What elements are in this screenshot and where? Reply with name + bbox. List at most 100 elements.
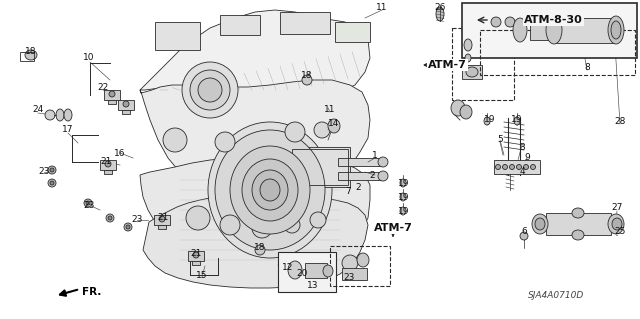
Text: 2: 2: [355, 183, 361, 192]
Bar: [555, 18, 615, 43]
Text: 4: 4: [519, 167, 525, 176]
Bar: [158, 225, 166, 229]
Ellipse shape: [378, 171, 388, 181]
Bar: [452, 28, 514, 100]
Bar: [530, 20, 555, 40]
Ellipse shape: [314, 122, 330, 138]
Text: 2: 2: [369, 170, 375, 180]
Ellipse shape: [190, 70, 230, 110]
Ellipse shape: [45, 110, 55, 120]
Ellipse shape: [357, 253, 369, 267]
Ellipse shape: [86, 201, 90, 205]
Ellipse shape: [460, 105, 472, 119]
Text: 1: 1: [372, 151, 378, 160]
Ellipse shape: [284, 217, 300, 233]
Bar: [104, 90, 120, 100]
Bar: [330, 246, 390, 286]
Ellipse shape: [505, 17, 515, 27]
Ellipse shape: [465, 54, 471, 62]
Ellipse shape: [400, 193, 406, 201]
Bar: [546, 213, 611, 235]
Text: 23: 23: [343, 273, 355, 283]
Bar: [108, 100, 116, 104]
Text: 18: 18: [254, 242, 266, 251]
Text: 23: 23: [131, 216, 143, 225]
Polygon shape: [140, 10, 370, 95]
Ellipse shape: [288, 261, 302, 279]
Text: 27: 27: [611, 204, 623, 212]
Bar: [188, 251, 204, 261]
Ellipse shape: [466, 67, 478, 77]
Text: 28: 28: [614, 116, 626, 125]
Ellipse shape: [260, 179, 280, 201]
Bar: [104, 170, 112, 174]
Bar: [342, 268, 367, 280]
Ellipse shape: [50, 168, 54, 172]
Ellipse shape: [531, 165, 536, 169]
Text: 9: 9: [524, 153, 530, 162]
Bar: [118, 100, 134, 110]
Ellipse shape: [25, 50, 37, 60]
Ellipse shape: [123, 101, 129, 107]
Bar: [192, 261, 200, 265]
Text: 13: 13: [307, 280, 319, 290]
Ellipse shape: [513, 18, 527, 42]
Text: 18: 18: [301, 70, 313, 79]
Text: 10: 10: [83, 54, 95, 63]
Ellipse shape: [182, 62, 238, 118]
Ellipse shape: [572, 230, 584, 240]
Ellipse shape: [491, 17, 501, 27]
Ellipse shape: [328, 119, 340, 133]
Bar: [280, 12, 330, 34]
Bar: [20, 52, 34, 61]
Ellipse shape: [285, 122, 305, 142]
Ellipse shape: [215, 130, 325, 250]
Ellipse shape: [509, 165, 515, 169]
Ellipse shape: [208, 122, 332, 258]
Text: 21: 21: [100, 158, 112, 167]
Ellipse shape: [163, 128, 187, 152]
Polygon shape: [143, 193, 368, 288]
Bar: [154, 215, 170, 225]
Ellipse shape: [124, 223, 132, 231]
Ellipse shape: [50, 181, 54, 185]
Polygon shape: [140, 155, 370, 262]
Ellipse shape: [400, 179, 406, 187]
Text: 19: 19: [511, 115, 523, 124]
Ellipse shape: [48, 166, 56, 174]
Text: 21: 21: [157, 212, 169, 221]
Text: 15: 15: [196, 271, 208, 280]
Bar: [480, 30, 635, 75]
Text: 18: 18: [25, 47, 36, 56]
Ellipse shape: [451, 100, 465, 116]
Text: 11: 11: [324, 105, 336, 114]
Bar: [100, 160, 116, 170]
Ellipse shape: [252, 218, 272, 238]
Ellipse shape: [230, 146, 310, 234]
Bar: [278, 252, 336, 292]
Text: 19: 19: [398, 179, 410, 188]
Ellipse shape: [302, 75, 312, 85]
Ellipse shape: [48, 179, 56, 187]
Ellipse shape: [400, 207, 406, 215]
Polygon shape: [140, 80, 370, 186]
Text: 19: 19: [484, 115, 496, 124]
Ellipse shape: [255, 245, 265, 255]
Text: ATM-7: ATM-7: [374, 223, 412, 233]
Text: 17: 17: [62, 125, 74, 135]
Ellipse shape: [342, 255, 358, 271]
Text: 26: 26: [435, 4, 445, 12]
Ellipse shape: [514, 117, 520, 125]
Text: 14: 14: [328, 118, 340, 128]
Text: 6: 6: [521, 227, 527, 236]
Ellipse shape: [193, 252, 199, 258]
Text: 23: 23: [83, 201, 95, 210]
Text: 24: 24: [33, 106, 44, 115]
Ellipse shape: [64, 109, 72, 121]
Ellipse shape: [252, 170, 288, 210]
Ellipse shape: [378, 157, 388, 167]
Bar: [338, 172, 383, 180]
Ellipse shape: [242, 159, 298, 221]
Text: 19: 19: [398, 192, 410, 202]
Bar: [292, 149, 348, 185]
